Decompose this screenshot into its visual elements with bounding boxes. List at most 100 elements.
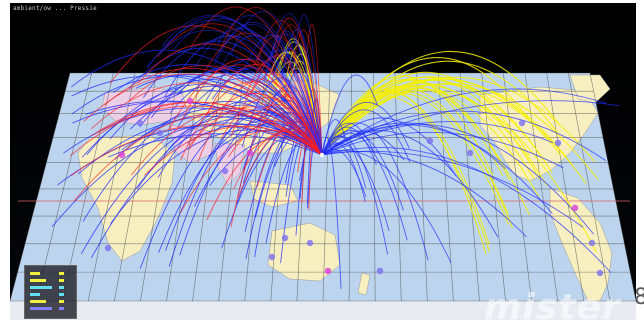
airport-marker — [104, 244, 112, 252]
flight-arc — [273, 17, 323, 156]
flight-arc — [130, 107, 323, 176]
airport-marker — [268, 253, 276, 261]
grid-line — [244, 72, 266, 302]
flight-arc — [321, 147, 612, 274]
flight-arc — [293, 29, 323, 156]
airport-marker — [118, 151, 126, 159]
legend-row — [30, 286, 52, 289]
flight-arc — [70, 124, 323, 177]
world-map-icon — [10, 3, 636, 320]
legend-swatch — [59, 279, 64, 282]
flight-arc — [321, 78, 574, 167]
legend-swatch — [59, 307, 64, 310]
flight-arc — [214, 21, 323, 156]
flight-arc — [243, 104, 323, 156]
flight-arc — [188, 93, 323, 156]
flight-arc — [146, 30, 323, 156]
flight-arc — [321, 121, 554, 156]
airport-marker — [596, 269, 604, 277]
flight-arc — [321, 82, 535, 180]
flight-visualization: ambient/ow ... Pressie — [10, 3, 636, 320]
flight-arc — [81, 89, 323, 158]
flight-arc — [256, 49, 323, 156]
flight-arc — [219, 35, 323, 156]
flight-arc — [321, 130, 404, 211]
flight-arc — [96, 101, 323, 156]
airport-marker — [306, 239, 314, 247]
flight-arc — [321, 101, 410, 156]
flight-arc — [321, 85, 513, 229]
flight-arc — [91, 105, 323, 156]
legend-row — [30, 279, 46, 282]
flight-arc — [107, 133, 323, 158]
airport-marker — [426, 137, 434, 145]
grid-line — [87, 72, 136, 302]
edge-digit: 8 — [634, 285, 644, 310]
grid-line — [568, 72, 611, 302]
airport-marker — [466, 149, 474, 157]
flight-arc — [214, 23, 323, 156]
grid-line — [503, 72, 532, 302]
flight-arc — [321, 143, 390, 232]
flight-arc — [321, 124, 553, 215]
flight-arc — [306, 23, 323, 156]
flight-arc — [264, 33, 323, 156]
flight-arc — [137, 43, 323, 156]
flight-arc — [221, 7, 323, 156]
airport-marker — [588, 239, 596, 247]
flight-arc — [237, 128, 323, 199]
flight-arcs — [51, 6, 620, 289]
legend-swatch — [59, 286, 64, 289]
grid-line — [524, 72, 559, 302]
grid-line — [10, 72, 71, 302]
legend-swatch — [59, 300, 64, 303]
airport-markers — [104, 97, 604, 277]
window-title: ambient/ow ... Pressie — [13, 5, 97, 12]
flight-arc — [321, 79, 547, 163]
airport-marker — [156, 129, 164, 137]
flight-arc — [180, 129, 323, 214]
legend-row — [30, 272, 40, 275]
airport-marker — [554, 139, 562, 147]
grid-line — [322, 72, 331, 302]
flight-arc — [253, 35, 323, 156]
grid-line — [394, 72, 402, 302]
flight-arc — [173, 18, 323, 156]
flight-arc — [321, 150, 527, 238]
flight-arc — [321, 109, 411, 163]
flight-arc — [321, 57, 535, 156]
airport-marker — [324, 267, 332, 275]
flight-arc — [264, 61, 323, 156]
flight-arc — [295, 14, 323, 156]
airport-marker — [186, 97, 194, 105]
hub-marker — [319, 152, 325, 158]
airport-marker — [376, 267, 384, 275]
airport-marker — [136, 119, 144, 127]
airport-marker — [221, 167, 229, 175]
legend-row — [30, 307, 52, 310]
flight-arc — [321, 82, 599, 181]
legend-row — [30, 300, 46, 303]
flight-arc — [143, 40, 323, 156]
flight-arc — [321, 119, 346, 156]
flight-arc — [321, 117, 457, 177]
legend-swatch — [59, 293, 64, 296]
flight-arc — [281, 28, 323, 156]
grid-line — [438, 72, 454, 302]
flight-arc — [321, 74, 378, 156]
flight-arc — [321, 89, 597, 253]
flight-arc — [321, 130, 499, 238]
flight-arc — [321, 123, 595, 235]
grid-line — [35, 72, 92, 302]
legend-row — [30, 293, 40, 296]
flight-arc — [201, 32, 323, 156]
airport-marker — [281, 234, 289, 242]
airport-marker — [246, 149, 254, 157]
flight-arc — [90, 82, 323, 156]
airport-marker — [571, 204, 579, 212]
watermark-text: mister — [484, 287, 621, 328]
flight-arc — [321, 150, 452, 263]
flight-arc — [321, 88, 607, 156]
flight-arc — [321, 131, 564, 169]
flight-arc — [161, 14, 323, 156]
